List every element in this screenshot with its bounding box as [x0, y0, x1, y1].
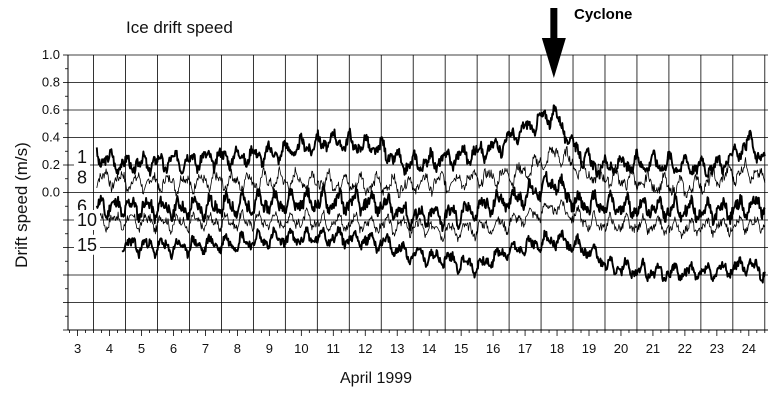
x-tick-label: 4	[106, 341, 113, 356]
series-label-15: 15	[77, 235, 97, 255]
series-label-1: 1	[77, 147, 87, 167]
series-line-10	[96, 199, 766, 243]
series-line-15	[121, 226, 766, 284]
series-label-bg	[74, 146, 90, 167]
x-tick-label: 8	[234, 341, 241, 356]
y-tick-label: 0.4	[42, 130, 60, 145]
cyclone-arrow-shaft	[550, 8, 558, 43]
x-tick-label: 9	[266, 341, 273, 356]
series-label-10: 10	[77, 210, 97, 230]
x-axis-label: April 1999	[340, 370, 413, 387]
series-label-bg	[74, 210, 100, 230]
x-tick-label: 6	[170, 341, 177, 356]
y-tick-label: 0.8	[42, 75, 60, 90]
x-tick-label: 16	[486, 341, 500, 356]
series-line-1	[95, 104, 766, 180]
y-tick-label: 1.0	[42, 47, 60, 62]
x-tick-label: 3	[74, 341, 81, 356]
x-tick-label: 14	[422, 341, 436, 356]
x-tick-label: 13	[390, 341, 404, 356]
cyclone-arrow-head	[541, 38, 566, 78]
x-tick-label: 15	[454, 341, 468, 356]
y-tick-label: 0.6	[42, 102, 60, 117]
series-label-bg	[74, 234, 100, 255]
y-tick-label: 0.2	[42, 157, 60, 172]
series-label-bg	[74, 167, 90, 188]
cyclone-annotation: Cyclone	[574, 6, 633, 23]
x-tick-label: 11	[327, 341, 341, 356]
chart-title: Ice drift speed	[126, 18, 233, 37]
x-tick-label: 22	[678, 341, 692, 356]
x-tick-label: 7	[202, 341, 209, 356]
x-tick-label: 10	[294, 341, 308, 356]
series-label-6: 6	[77, 196, 87, 216]
series-line-6	[95, 170, 766, 233]
series-line-8	[96, 145, 766, 199]
x-tick-label: 12	[358, 341, 372, 356]
x-tick-label: 21	[646, 341, 660, 356]
series-label-8: 8	[77, 167, 87, 187]
x-tick-label: 17	[518, 341, 532, 356]
x-tick-label: 19	[582, 341, 596, 356]
x-tick-label: 20	[614, 341, 628, 356]
x-tick-label: 18	[550, 341, 564, 356]
x-tick-label: 5	[138, 341, 145, 356]
y-tick-label: 0.0	[42, 185, 60, 200]
x-tick-label: 24	[742, 341, 756, 356]
x-tick-label: 23	[710, 341, 724, 356]
